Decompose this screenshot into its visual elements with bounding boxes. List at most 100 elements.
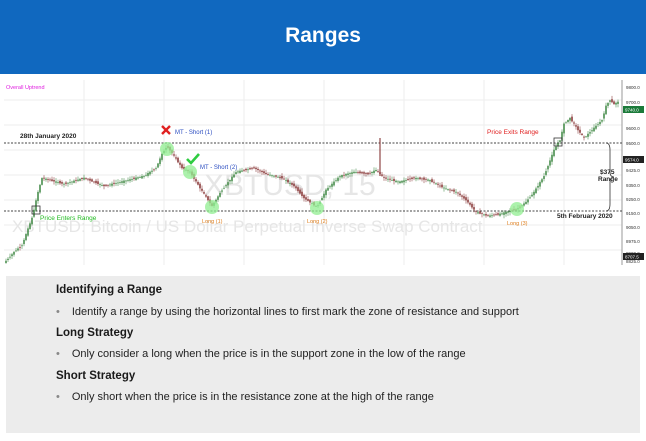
candle-body	[583, 136, 585, 138]
candle-body	[223, 187, 225, 189]
candle-body	[221, 190, 223, 192]
candle-body	[531, 194, 533, 197]
candle-body	[443, 187, 445, 189]
candle-body	[341, 175, 343, 178]
candle-body	[469, 202, 471, 205]
candle-body	[375, 169, 377, 172]
candle-body	[555, 146, 557, 151]
candle-body	[569, 117, 571, 121]
candle-body	[361, 172, 363, 174]
candle-body	[577, 126, 579, 131]
candle-body	[181, 164, 183, 169]
candle-body	[321, 197, 323, 201]
range-word-label: Range	[598, 176, 618, 183]
candle-body	[323, 193, 325, 198]
bullet-icon: •	[56, 391, 60, 403]
candle-body	[119, 182, 121, 183]
candle-body	[427, 179, 429, 181]
candle-body	[479, 211, 481, 214]
candle-body	[7, 258, 9, 261]
range-entry-box	[31, 205, 41, 215]
candle-body	[45, 178, 47, 180]
candle-body	[491, 215, 493, 217]
candle-body	[309, 199, 311, 203]
candle-body	[49, 179, 51, 181]
candle-body	[29, 223, 31, 229]
price-tag-mid	[623, 156, 644, 163]
candle-body	[215, 199, 217, 203]
candle-body	[371, 171, 373, 174]
candle-body	[401, 180, 403, 183]
candle-body	[445, 188, 447, 190]
candle-body	[437, 183, 439, 185]
candle-body	[337, 177, 339, 181]
candle-body	[241, 170, 243, 172]
candle-body	[93, 181, 95, 183]
candle-body	[613, 101, 615, 105]
candle-body	[383, 176, 385, 178]
axis-label: 9050.0	[626, 225, 640, 230]
candle-body	[429, 180, 431, 182]
candle-body	[55, 181, 57, 183]
long-2-label: Long (2)	[307, 219, 328, 225]
candle-body	[377, 171, 379, 173]
candle-body	[483, 214, 485, 216]
long-3-label: Long (3)	[507, 221, 528, 227]
candle-body	[11, 254, 13, 257]
candle-body	[73, 180, 75, 183]
candle-body	[69, 182, 71, 184]
candle-body	[23, 239, 25, 245]
candle-body	[537, 185, 539, 188]
candle-body	[115, 183, 117, 184]
candle-body	[381, 174, 383, 176]
candle-body	[83, 177, 85, 180]
candle-body	[405, 180, 407, 181]
price-tag-low-text: 8707.5	[625, 255, 639, 260]
candle-body	[329, 186, 331, 188]
candle-body	[411, 177, 413, 179]
candle-body	[353, 171, 355, 174]
short-zone-marker	[160, 142, 174, 156]
axis-label: 9150.0	[626, 211, 640, 216]
long-zone-marker	[310, 201, 324, 215]
candle-body	[433, 181, 435, 183]
candle-body	[563, 123, 565, 134]
candle-body	[173, 154, 175, 156]
candle-body	[269, 174, 271, 176]
candle-body	[217, 196, 219, 200]
candle-body	[605, 105, 607, 115]
candle-body	[155, 168, 157, 170]
candle-body	[289, 182, 291, 184]
candle-body	[505, 211, 507, 215]
axis-label: 9800.0	[626, 85, 640, 90]
price-tag-low	[623, 253, 644, 260]
candle-body	[451, 190, 453, 192]
price-tag-high-text: 9740.0	[625, 108, 639, 113]
price-chart: 9800.0 9700.0 9600.0 9500.0 9425.0 9350.…	[4, 80, 644, 265]
chart-grid	[4, 80, 622, 265]
candle-body	[461, 195, 463, 197]
candle-body	[501, 213, 503, 215]
candle-body	[161, 153, 163, 160]
candle-body	[33, 209, 35, 217]
long-1-label: Long (1)	[202, 219, 223, 225]
candle-body	[331, 183, 333, 187]
candle-body	[541, 179, 543, 183]
candle-body	[303, 194, 305, 199]
heading-identifying-range: Identifying a Range	[56, 284, 163, 296]
candle-body	[77, 179, 79, 181]
candle-body	[63, 183, 65, 185]
price-enters-label: Price Enters Range	[40, 215, 97, 222]
candle-body	[263, 171, 265, 174]
candle-body	[95, 180, 97, 184]
slide-header: Ranges	[0, 0, 646, 74]
candle-body	[485, 214, 487, 216]
candle-body	[601, 120, 603, 122]
candle-body	[447, 189, 449, 190]
candle-body	[235, 172, 237, 175]
candle-body	[489, 215, 491, 217]
candle-body	[71, 181, 73, 183]
axis-label: 8825.0	[626, 259, 640, 264]
candle-body	[59, 180, 61, 184]
cross-icon	[161, 125, 171, 135]
